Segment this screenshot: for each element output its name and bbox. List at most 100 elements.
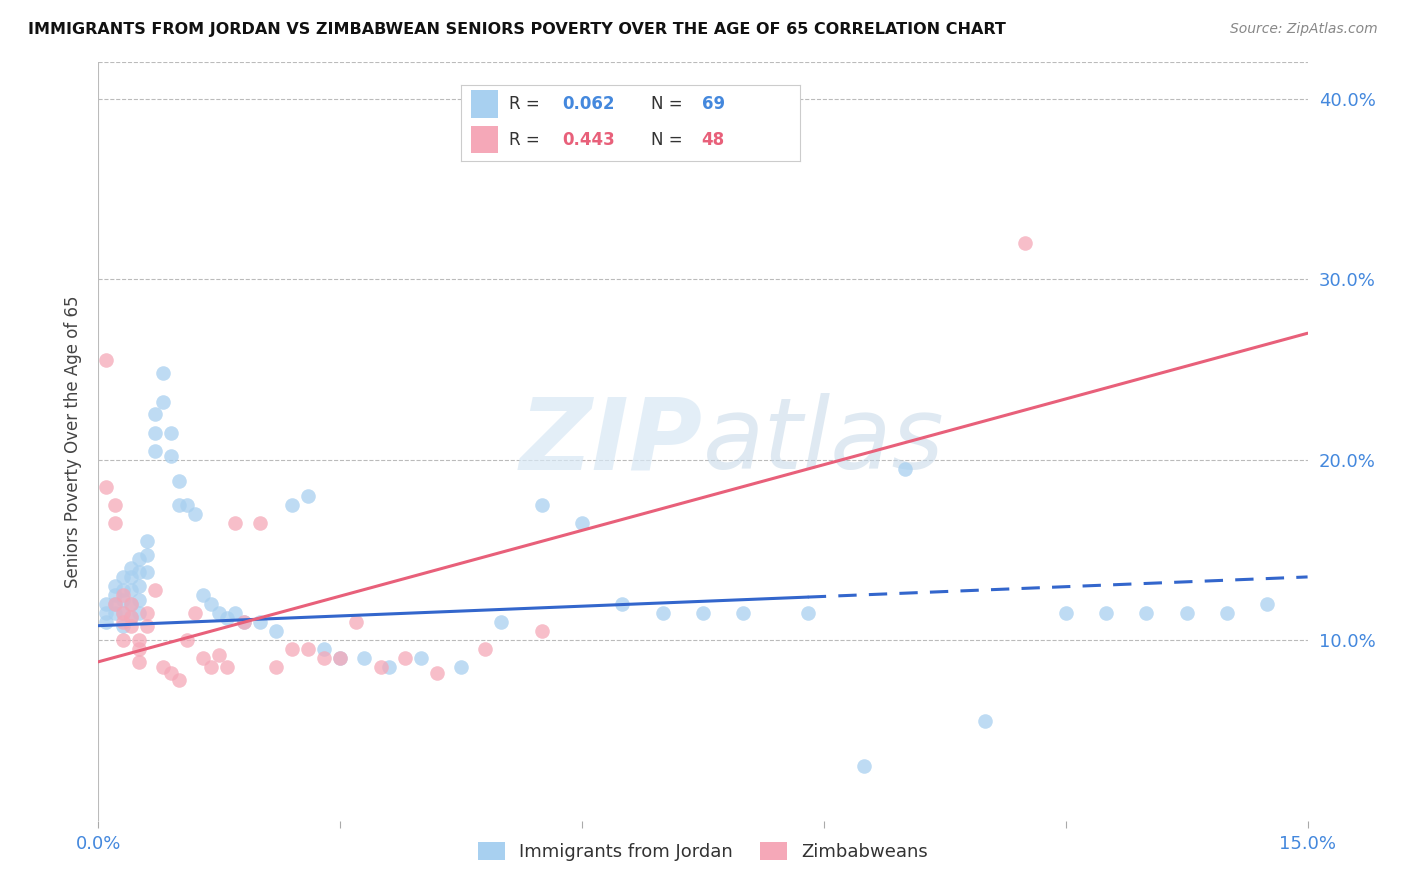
Point	[103, 516, 125, 530]
Point	[264, 624, 287, 639]
Point	[200, 597, 222, 611]
Point	[128, 642, 150, 657]
Point	[120, 609, 142, 624]
Point	[217, 660, 239, 674]
Point	[96, 597, 118, 611]
Point	[314, 642, 336, 657]
Point	[135, 548, 157, 563]
Point	[1095, 606, 1118, 620]
Text: IMMIGRANTS FROM JORDAN VS ZIMBABWEAN SENIORS POVERTY OVER THE AGE OF 65 CORRELAT: IMMIGRANTS FROM JORDAN VS ZIMBABWEAN SEN…	[28, 22, 1007, 37]
Point	[111, 633, 134, 648]
Point	[128, 655, 150, 669]
Point	[167, 673, 190, 687]
Point	[111, 618, 134, 632]
Point	[200, 660, 222, 674]
Point	[120, 570, 142, 584]
Point	[377, 660, 399, 674]
Point	[143, 443, 166, 458]
Point	[160, 425, 183, 440]
Point	[491, 615, 513, 629]
Point	[974, 714, 997, 729]
Point	[530, 498, 553, 512]
Point	[224, 516, 246, 530]
Point	[167, 498, 190, 512]
Point	[143, 425, 166, 440]
Point	[96, 606, 118, 620]
Point	[264, 660, 287, 674]
Point	[297, 642, 319, 657]
Point	[120, 582, 142, 597]
Point	[143, 408, 166, 422]
Text: atlas: atlas	[703, 393, 945, 490]
Point	[232, 615, 254, 629]
Point	[612, 597, 634, 611]
Point	[184, 606, 207, 620]
Point	[394, 651, 416, 665]
Point	[530, 624, 553, 639]
Point	[1135, 606, 1157, 620]
Point	[1216, 606, 1239, 620]
Point	[344, 615, 367, 629]
Point	[128, 565, 150, 579]
Point	[1054, 606, 1077, 620]
Point	[111, 570, 134, 584]
Point	[1014, 235, 1036, 250]
Text: ZIP: ZIP	[520, 393, 703, 490]
Point	[103, 498, 125, 512]
Point	[853, 759, 876, 773]
Point	[193, 651, 215, 665]
Point	[152, 660, 174, 674]
Point	[111, 593, 134, 607]
Point	[120, 597, 142, 611]
Point	[232, 615, 254, 629]
Point	[249, 516, 271, 530]
Point	[135, 565, 157, 579]
Point	[193, 588, 215, 602]
Point	[120, 609, 142, 624]
Point	[152, 394, 174, 409]
Point	[111, 615, 134, 629]
Point	[120, 561, 142, 575]
Point	[733, 606, 755, 620]
Point	[135, 533, 157, 548]
Point	[128, 606, 150, 620]
Point	[103, 579, 125, 593]
Point	[314, 651, 336, 665]
Legend: Immigrants from Jordan, Zimbabweans: Immigrants from Jordan, Zimbabweans	[471, 835, 935, 869]
Point	[128, 579, 150, 593]
Point	[409, 651, 432, 665]
Point	[329, 651, 352, 665]
Point	[135, 618, 157, 632]
Point	[120, 618, 142, 632]
Point	[370, 660, 392, 674]
Point	[128, 593, 150, 607]
Point	[96, 480, 118, 494]
Point	[571, 516, 593, 530]
Point	[120, 597, 142, 611]
Text: Source: ZipAtlas.com: Source: ZipAtlas.com	[1230, 22, 1378, 37]
Point	[103, 606, 125, 620]
Point	[143, 582, 166, 597]
Point	[474, 642, 496, 657]
Point	[111, 606, 134, 620]
Point	[297, 489, 319, 503]
Point	[224, 606, 246, 620]
Point	[160, 665, 183, 680]
Point	[208, 606, 231, 620]
Point	[692, 606, 714, 620]
Point	[176, 633, 198, 648]
Point	[103, 597, 125, 611]
Point	[111, 606, 134, 620]
Point	[893, 461, 915, 475]
Point	[1175, 606, 1198, 620]
Point	[797, 606, 820, 620]
Point	[96, 353, 118, 368]
Point	[128, 633, 150, 648]
Point	[176, 498, 198, 512]
Point	[111, 588, 134, 602]
Point	[128, 552, 150, 566]
Point	[651, 606, 673, 620]
Point	[249, 615, 271, 629]
Point	[103, 597, 125, 611]
Point	[281, 498, 304, 512]
